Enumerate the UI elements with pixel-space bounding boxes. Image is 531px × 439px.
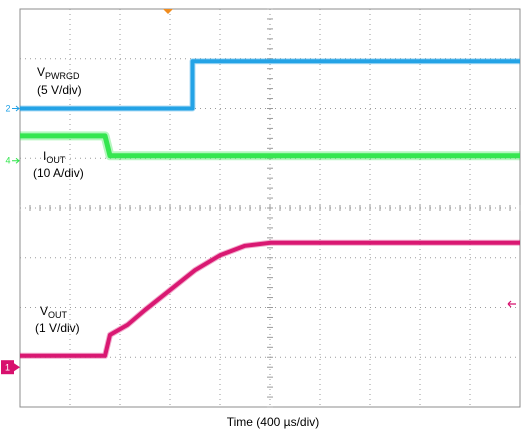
- channel-2-marker-number: 2: [5, 104, 10, 114]
- iout-label: IOUT (10 A/div): [33, 149, 84, 180]
- channel-1-box: [1, 360, 14, 375]
- vout-scale: (1 V/div): [35, 321, 80, 335]
- vpwrgd-trace: [20, 59, 520, 111]
- trigger-level-arrow-icon: [507, 300, 516, 308]
- svg-text:VOUT: VOUT: [40, 304, 68, 320]
- channel-2-marker-arrow-icon: [12, 105, 20, 112]
- svg-text:IOUT: IOUT: [43, 149, 66, 165]
- vout-name: V: [40, 304, 48, 318]
- vout-subscript: OUT: [48, 310, 68, 320]
- channel-4-marker-arrow-icon: [12, 157, 20, 164]
- channel-markers: 2 4 1: [1, 104, 20, 375]
- x-axis-label: Time (400 µs/div): [227, 415, 320, 429]
- channel-1-marker: 1: [1, 360, 20, 375]
- channel-4-marker: 4: [5, 156, 20, 166]
- svg-text:VPWRGD: VPWRGD: [37, 65, 80, 81]
- vpwrgd-scale: (5 V/div): [37, 83, 82, 97]
- channel-1-arrow-icon: [14, 363, 20, 372]
- vout-trace-noise: [20, 239, 520, 359]
- trigger-position-icon: [163, 9, 173, 14]
- channel-2-marker: 2: [5, 104, 20, 114]
- vpwrgd-name: V: [37, 65, 45, 79]
- channel-4-marker-number: 4: [5, 156, 10, 166]
- vout-trace: [20, 240, 520, 358]
- iout-trace: [20, 133, 520, 159]
- iout-scale: (10 A/div): [33, 166, 84, 180]
- vout-label: VOUT (1 V/div): [35, 304, 80, 335]
- vpwrgd-trace-noise: [20, 58, 520, 112]
- traces: [20, 58, 520, 359]
- vpwrgd-subscript: PWRGD: [45, 71, 80, 81]
- iout-trace-noise: [20, 131, 520, 161]
- iout-name: I: [43, 149, 46, 163]
- vpwrgd-label: VPWRGD (5 V/div): [37, 65, 82, 97]
- channel-1-number: 1: [5, 363, 10, 373]
- iout-subscript: OUT: [46, 155, 66, 165]
